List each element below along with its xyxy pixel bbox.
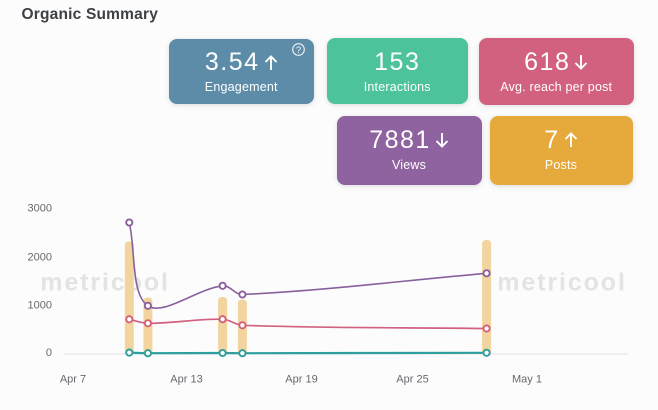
- svg-text:metricool: metricool: [497, 269, 627, 297]
- svg-text:3000: 3000: [28, 203, 52, 215]
- svg-text:1000: 1000: [28, 299, 52, 311]
- svg-text:metricool: metricool: [40, 269, 170, 297]
- svg-text:Apr 25: Apr 25: [396, 374, 428, 386]
- svg-text:Apr 13: Apr 13: [170, 374, 202, 386]
- svg-text:?: ?: [296, 45, 301, 56]
- svg-text:Apr 7: Apr 7: [60, 374, 86, 386]
- svg-text:2000: 2000: [28, 251, 52, 263]
- svg-text:0: 0: [46, 347, 52, 359]
- svg-text:May 1: May 1: [512, 374, 542, 386]
- svg-text:Apr 19: Apr 19: [285, 374, 317, 386]
